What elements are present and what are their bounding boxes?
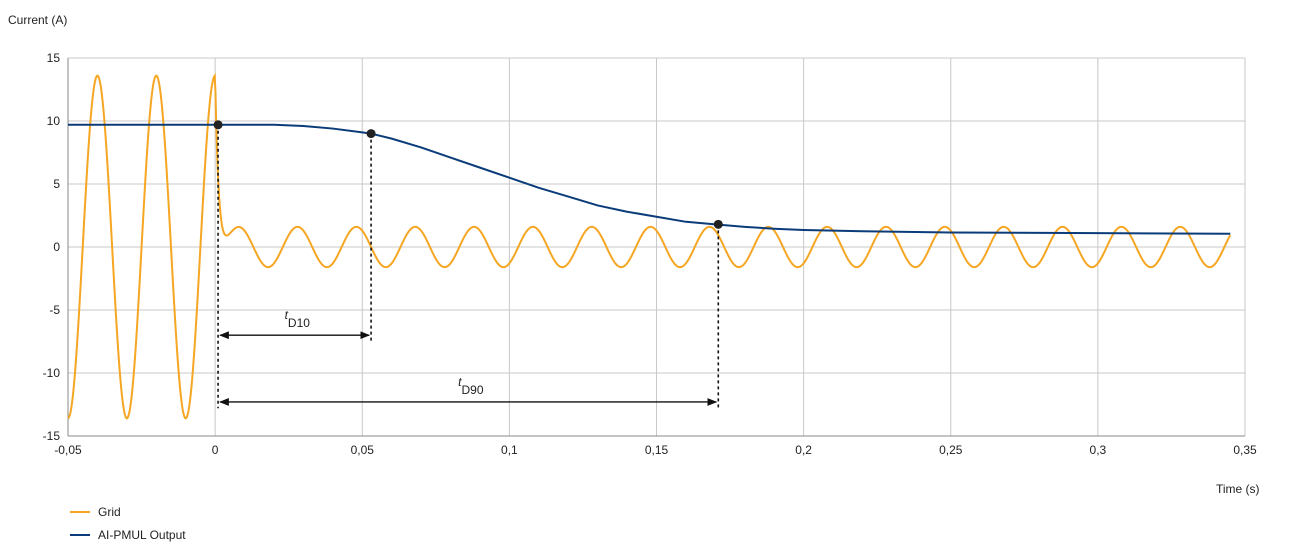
x-tick-label: 0,1 bbox=[501, 443, 518, 457]
legend: Grid AI-PMUL Output bbox=[70, 500, 186, 546]
y-tick-label: -5 bbox=[49, 303, 60, 317]
y-tick-label: -15 bbox=[43, 429, 61, 443]
x-tick-label: 0,05 bbox=[351, 443, 375, 457]
x-tick-label: 0,3 bbox=[1090, 443, 1107, 457]
x-tick-label: 0,25 bbox=[939, 443, 963, 457]
annotation-label-d90: tD90 bbox=[458, 375, 484, 397]
legend-swatch-grid bbox=[70, 510, 90, 513]
x-tick-label: 0 bbox=[212, 443, 219, 457]
series-line-grid bbox=[67, 72, 1232, 420]
series-line-ai-pmul-output bbox=[68, 123, 1231, 235]
y-tick-label: 10 bbox=[47, 114, 61, 128]
marker-point bbox=[713, 219, 723, 229]
marker-point bbox=[213, 120, 223, 130]
x-tick-label: 0,35 bbox=[1233, 443, 1257, 457]
legend-swatch-ai-pmul-output bbox=[70, 533, 90, 536]
y-tick-label: 15 bbox=[47, 51, 61, 65]
x-tick-label: 0,15 bbox=[645, 443, 669, 457]
ticks-layer: -0,05 0 0,05 0,1 0,15 0,2 0,25 0,3 0,35 15 10 5 0 -5 -… bbox=[43, 51, 1257, 457]
legend-label-grid: Grid bbox=[98, 504, 121, 519]
annotation-label-main: t bbox=[458, 375, 462, 389]
x-axis-label: Time (s) bbox=[1216, 482, 1260, 496]
marker-point bbox=[366, 129, 376, 139]
grid bbox=[67, 57, 1246, 437]
y-tick-label: 0 bbox=[53, 240, 60, 254]
y-axis-label: Current (A) bbox=[8, 13, 67, 27]
series-layer bbox=[67, 72, 1232, 420]
annotation-label-sub: D10 bbox=[288, 316, 310, 330]
annotation-label-sub: D90 bbox=[462, 383, 484, 397]
y-tick-label: 5 bbox=[53, 177, 60, 191]
x-tick-label: 0,2 bbox=[795, 443, 812, 457]
legend-item-grid: Grid bbox=[70, 500, 186, 523]
annotation-label-d10: tD10 bbox=[285, 308, 311, 330]
x-tick-label: -0,05 bbox=[54, 443, 82, 457]
y-tick-label: -10 bbox=[43, 366, 61, 380]
annotation-label-main: t bbox=[285, 308, 289, 322]
legend-label-ai-pmul-output: AI-PMUL Output bbox=[98, 527, 186, 542]
legend-item-ai-pmul-output: AI-PMUL Output bbox=[70, 523, 186, 546]
